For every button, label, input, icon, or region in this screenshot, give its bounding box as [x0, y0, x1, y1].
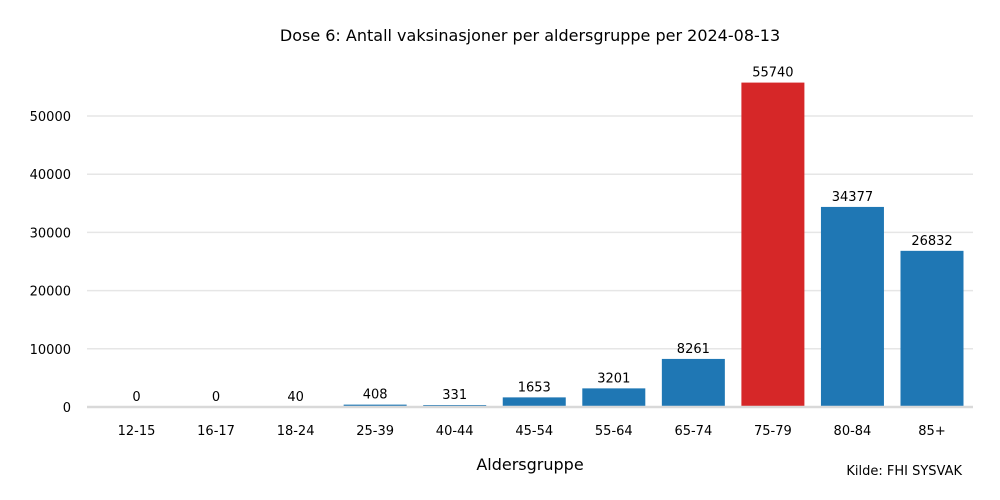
data-label: 8261	[677, 342, 710, 357]
bar-65-74	[661, 358, 725, 407]
x-axis-label: Aldersgruppe	[476, 455, 583, 474]
y-tick-label: 10000	[30, 343, 71, 358]
data-label: 26832	[911, 234, 952, 249]
x-tick-label: 16-17	[197, 424, 235, 439]
data-label: 408	[363, 388, 388, 403]
x-tick-label: 45-54	[515, 424, 553, 439]
x-tick-label: 18-24	[277, 424, 315, 439]
data-label: 1653	[518, 380, 551, 395]
y-tick-label: 50000	[30, 110, 71, 125]
y-tick-label: 0	[63, 401, 71, 416]
data-label: 40	[287, 390, 304, 405]
x-tick-label: 80-84	[834, 424, 872, 439]
y-tick-label: 20000	[30, 285, 71, 300]
data-label: 0	[132, 390, 140, 405]
data-labels: 0 0 40 408 331 1653 3201 8261 55740 34377 26832	[132, 66, 952, 405]
data-label: 331	[442, 388, 467, 403]
y-tick-label: 40000	[30, 168, 71, 183]
x-axis-ticks: 12-15 16-17 18-24 25-39 40-44 45-54 55-64 65-74…	[118, 424, 946, 439]
source-note: Kilde: FHI SYSVAK	[846, 464, 962, 479]
bar-45-54	[502, 397, 566, 407]
y-tick-label: 30000	[30, 226, 71, 241]
bar-55-64	[582, 388, 646, 407]
x-tick-label: 40-44	[436, 424, 474, 439]
x-tick-label: 55-64	[595, 424, 633, 439]
x-tick-label: 75-79	[754, 424, 792, 439]
data-label: 3201	[597, 371, 630, 386]
data-label: 55740	[752, 66, 793, 81]
bar-80-84	[820, 206, 884, 407]
bar-75-79	[741, 82, 805, 407]
x-tick-label: 12-15	[118, 424, 156, 439]
x-tick-label: 85+	[918, 424, 945, 439]
data-label: 0	[212, 390, 220, 405]
x-tick-label: 65-74	[674, 424, 712, 439]
x-tick-label: 25-39	[356, 424, 394, 439]
bars	[264, 82, 964, 407]
data-label: 34377	[832, 190, 873, 205]
y-axis-ticks: 0 10000 20000 30000 40000 50000	[30, 110, 71, 416]
chart-title: Dose 6: Antall vaksinasjoner per aldersg…	[280, 26, 780, 45]
bar-85+	[900, 250, 964, 407]
